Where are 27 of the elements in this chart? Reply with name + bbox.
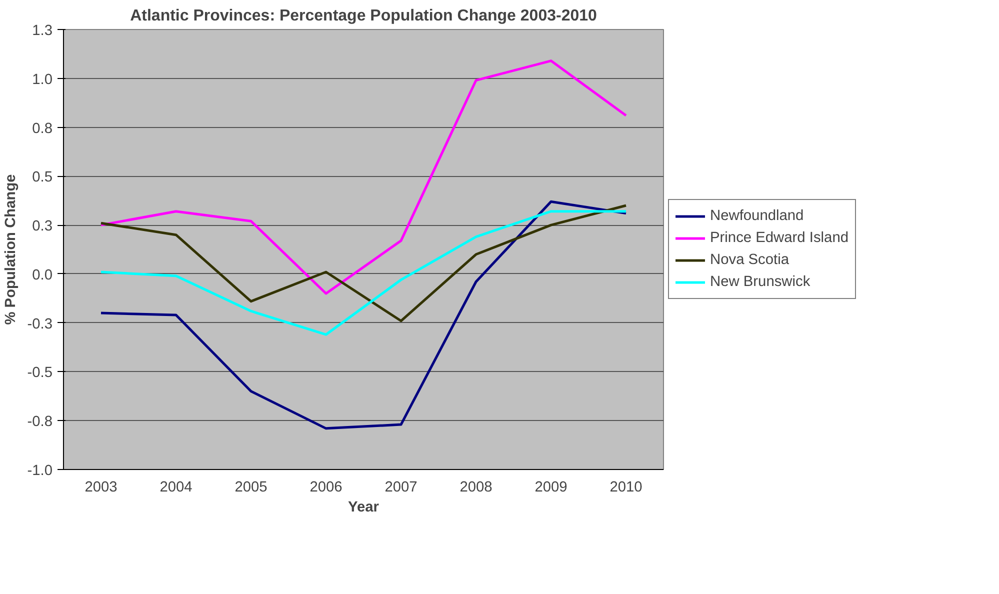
x-tick-label: 2010 [610, 480, 642, 496]
x-tick-label: 2006 [310, 480, 342, 496]
legend-label: New Brunswick [710, 274, 810, 290]
y-tick-label: -0.3 [27, 316, 53, 332]
y-tick-label: -0.5 [27, 365, 53, 382]
legend-label: Newfoundland [710, 208, 804, 224]
line-series [100, 60, 628, 295]
legend-label: Nova Scotia [710, 252, 790, 268]
y-tick-label: 0.8 [32, 120, 52, 137]
y-tick-label: -1.0 [27, 463, 53, 479]
chart-title: Atlantic Provinces: Percentage Population Change 2003-2010 [130, 8, 598, 24]
x-tick-label: 2009 [534, 480, 568, 496]
x-tick-label: 2004 [160, 480, 192, 496]
y-axis-title: % Population Change [3, 174, 20, 325]
y-tick-label: -0.8 [27, 414, 53, 430]
y-tick-label: 0.3 [32, 218, 52, 235]
x-tick-label: 2003 [84, 480, 118, 496]
line-series [100, 200, 628, 430]
y-tick-label: 1.3 [32, 23, 52, 39]
x-tick-label: 2005 [234, 480, 268, 496]
y-tick-label: 0.0 [32, 267, 52, 284]
y-tick-label: 1.0 [32, 72, 52, 88]
x-tick-label: 2008 [460, 480, 492, 496]
y-tick-label: 0.5 [32, 170, 52, 186]
legend-label: Prince Edward Island [710, 230, 848, 246]
x-axis-title: Year [348, 500, 380, 516]
x-tick-label: 2007 [384, 480, 418, 496]
